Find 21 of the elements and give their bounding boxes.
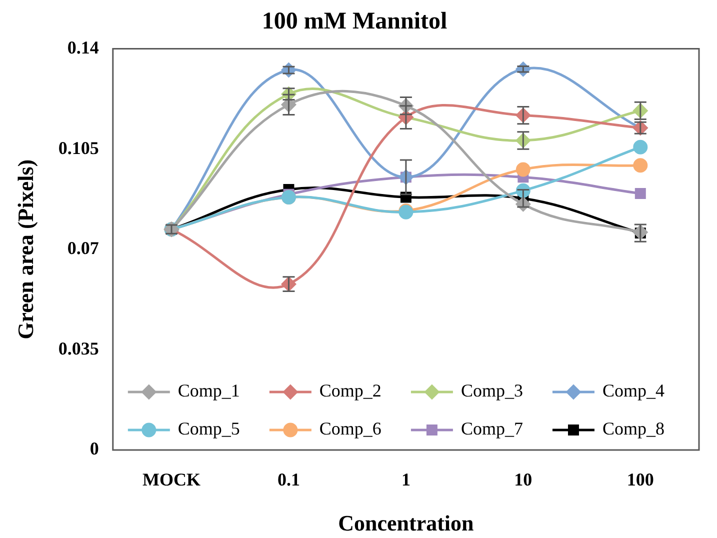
legend-label: Comp_7 xyxy=(460,418,523,439)
y-tick-label: 0.14 xyxy=(67,37,99,58)
legend-label: Comp_5 xyxy=(178,418,240,439)
y-tick-label: 0.105 xyxy=(58,138,99,158)
x-tick-label: 0.1 xyxy=(277,469,300,490)
y-tick-label: 0.07 xyxy=(67,238,99,258)
legend-label: Comp_2 xyxy=(319,380,382,401)
y-axis-title: Green area (Pixels) xyxy=(12,159,38,340)
x-tick-label: 10 xyxy=(514,469,532,490)
x-tick-label: 100 xyxy=(626,469,654,490)
chart-title: 100 mM Mannitol xyxy=(262,8,448,35)
legend-label: Comp_4 xyxy=(602,380,664,401)
y-tick-label: 0 xyxy=(90,438,99,459)
legend-label: Comp_6 xyxy=(319,418,382,439)
legend-label: Comp_8 xyxy=(602,418,664,439)
x-tick-label: 1 xyxy=(401,469,410,490)
x-tick-label: MOCK xyxy=(142,469,201,490)
x-axis-title: Concentration xyxy=(338,510,474,536)
legend-label: Comp_1 xyxy=(178,380,240,401)
legend-label: Comp_3 xyxy=(460,380,523,401)
y-tick-label: 0.035 xyxy=(58,338,99,358)
